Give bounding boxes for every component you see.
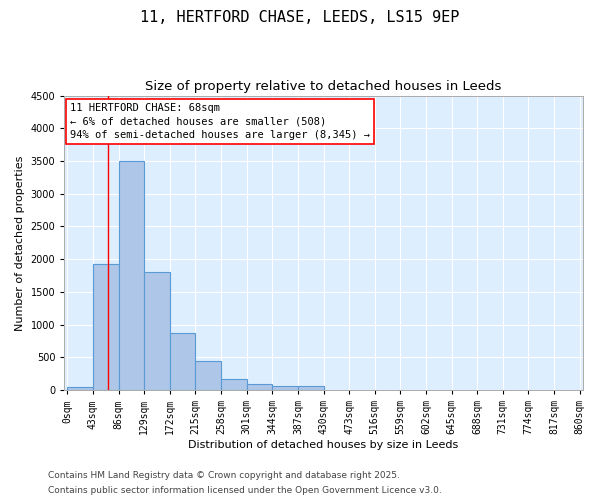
- Bar: [67, 387, 93, 390]
- Text: Contains public sector information licensed under the Open Government Licence v3: Contains public sector information licen…: [48, 486, 442, 495]
- Bar: [144, 272, 170, 390]
- Bar: [196, 360, 221, 390]
- Bar: [93, 264, 119, 390]
- Bar: [119, 161, 144, 390]
- Title: Size of property relative to detached houses in Leeds: Size of property relative to detached ho…: [145, 80, 502, 93]
- Bar: [272, 386, 298, 390]
- Bar: [247, 384, 272, 390]
- Y-axis label: Number of detached properties: Number of detached properties: [15, 155, 25, 330]
- Text: 11 HERTFORD CHASE: 68sqm
← 6% of detached houses are smaller (508)
94% of semi-d: 11 HERTFORD CHASE: 68sqm ← 6% of detache…: [70, 104, 370, 140]
- Text: Contains HM Land Registry data © Crown copyright and database right 2025.: Contains HM Land Registry data © Crown c…: [48, 471, 400, 480]
- X-axis label: Distribution of detached houses by size in Leeds: Distribution of detached houses by size …: [188, 440, 458, 450]
- Text: 11, HERTFORD CHASE, LEEDS, LS15 9EP: 11, HERTFORD CHASE, LEEDS, LS15 9EP: [140, 10, 460, 25]
- Bar: [298, 386, 323, 390]
- Bar: [221, 378, 247, 390]
- Bar: [170, 333, 196, 390]
